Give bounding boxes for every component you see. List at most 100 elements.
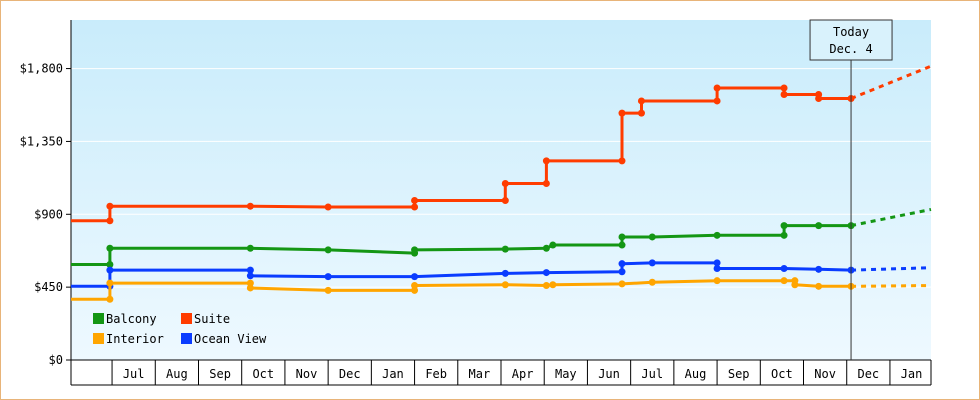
data-point bbox=[815, 95, 823, 103]
legend-label: Ocean View bbox=[194, 332, 267, 346]
y-tick-label: $900 bbox=[34, 207, 63, 221]
data-point bbox=[713, 84, 721, 92]
data-point bbox=[815, 282, 823, 290]
data-point bbox=[324, 286, 332, 294]
legend-label: Suite bbox=[194, 312, 230, 326]
data-point bbox=[411, 273, 419, 281]
data-point bbox=[246, 202, 254, 210]
data-point bbox=[411, 282, 419, 290]
data-point bbox=[618, 233, 626, 241]
data-point bbox=[648, 259, 656, 267]
data-point bbox=[618, 260, 626, 268]
series-forecast bbox=[851, 266, 932, 272]
data-point bbox=[618, 268, 626, 276]
data-point bbox=[411, 286, 419, 294]
x-tick-label: Jun bbox=[598, 367, 620, 381]
data-point bbox=[542, 180, 550, 188]
x-tick-label: Jul bbox=[641, 367, 663, 381]
data-point bbox=[549, 281, 557, 289]
y-tick-label: $1,350 bbox=[20, 134, 63, 148]
series-layer bbox=[71, 64, 932, 303]
legend-swatch bbox=[93, 333, 104, 344]
data-point bbox=[106, 202, 114, 210]
data-point bbox=[246, 272, 254, 280]
x-tick-label: Dec bbox=[339, 367, 361, 381]
data-point bbox=[780, 265, 788, 273]
data-point bbox=[542, 244, 550, 252]
series-forecast bbox=[850, 207, 932, 228]
data-point bbox=[648, 233, 656, 241]
series-forecast bbox=[850, 64, 932, 100]
data-point bbox=[501, 281, 509, 289]
data-point bbox=[618, 157, 626, 165]
data-point bbox=[106, 279, 114, 287]
data-point bbox=[791, 281, 799, 289]
data-point bbox=[106, 260, 114, 268]
data-point bbox=[106, 217, 114, 225]
data-point bbox=[713, 231, 721, 239]
data-point bbox=[780, 222, 788, 230]
data-point bbox=[713, 259, 721, 267]
data-point bbox=[501, 245, 509, 253]
data-point bbox=[501, 197, 509, 205]
data-point bbox=[618, 109, 626, 117]
legend-label: Balcony bbox=[106, 312, 157, 326]
x-tick-label: Feb bbox=[425, 367, 447, 381]
data-point bbox=[501, 269, 509, 277]
data-point bbox=[542, 269, 550, 277]
series-forecast bbox=[851, 284, 932, 288]
data-point bbox=[106, 266, 114, 274]
data-point bbox=[780, 90, 788, 98]
data-point bbox=[411, 197, 419, 205]
y-tick-label: $450 bbox=[34, 280, 63, 294]
x-tick-label: Jan bbox=[382, 367, 404, 381]
y-tick-label: $1,800 bbox=[20, 62, 63, 76]
data-point bbox=[815, 222, 823, 230]
data-point bbox=[542, 157, 550, 165]
today-label-box bbox=[809, 19, 893, 61]
data-point bbox=[106, 244, 114, 252]
x-tick-label: May bbox=[555, 367, 577, 381]
x-tick-label: Jan bbox=[901, 367, 923, 381]
y-tick-label: $0 bbox=[49, 353, 63, 367]
y-axis-ticks: $0 $450 $900 $1,350 $1,800 bbox=[20, 62, 71, 367]
legend-swatch bbox=[181, 313, 192, 324]
x-tick-label: Nov bbox=[814, 367, 836, 381]
x-tick-label: Aug bbox=[685, 367, 707, 381]
today-date: Dec. 4 bbox=[829, 42, 872, 56]
data-point bbox=[411, 203, 419, 211]
today-label: Today bbox=[833, 25, 869, 39]
data-point bbox=[780, 277, 788, 285]
x-tick-label: Aug bbox=[166, 367, 188, 381]
legend-swatch bbox=[181, 333, 192, 344]
data-point bbox=[246, 279, 254, 287]
x-tick-label: Sep bbox=[728, 367, 750, 381]
x-tick-label: Mar bbox=[469, 367, 491, 381]
gridlines bbox=[71, 68, 931, 288]
data-point bbox=[549, 241, 557, 249]
data-point bbox=[713, 97, 721, 105]
legend: Balcony Suite Interior Ocean View bbox=[93, 312, 267, 346]
data-point bbox=[324, 273, 332, 281]
x-tick-label: Oct bbox=[252, 367, 274, 381]
today-marker: Today Dec. 4 bbox=[809, 19, 893, 360]
legend-swatch bbox=[93, 313, 104, 324]
x-tick-label: Apr bbox=[512, 367, 534, 381]
x-tick-label: Oct bbox=[771, 367, 793, 381]
data-point bbox=[324, 246, 332, 254]
data-point bbox=[411, 246, 419, 254]
data-point bbox=[648, 278, 656, 286]
data-point bbox=[637, 97, 645, 105]
data-point bbox=[542, 282, 550, 290]
data-point bbox=[246, 266, 254, 274]
data-point bbox=[246, 244, 254, 252]
data-point bbox=[780, 84, 788, 92]
data-point bbox=[780, 231, 788, 239]
x-tick-label: Jul bbox=[123, 367, 145, 381]
data-point bbox=[713, 277, 721, 285]
data-point bbox=[246, 284, 254, 292]
legend-label: Interior bbox=[106, 332, 164, 346]
x-axis-ticks: Jul Aug Sep Oct Nov Dec Jan Feb Mar Apr May Jun Jul A… bbox=[70, 360, 932, 385]
data-point bbox=[618, 241, 626, 249]
